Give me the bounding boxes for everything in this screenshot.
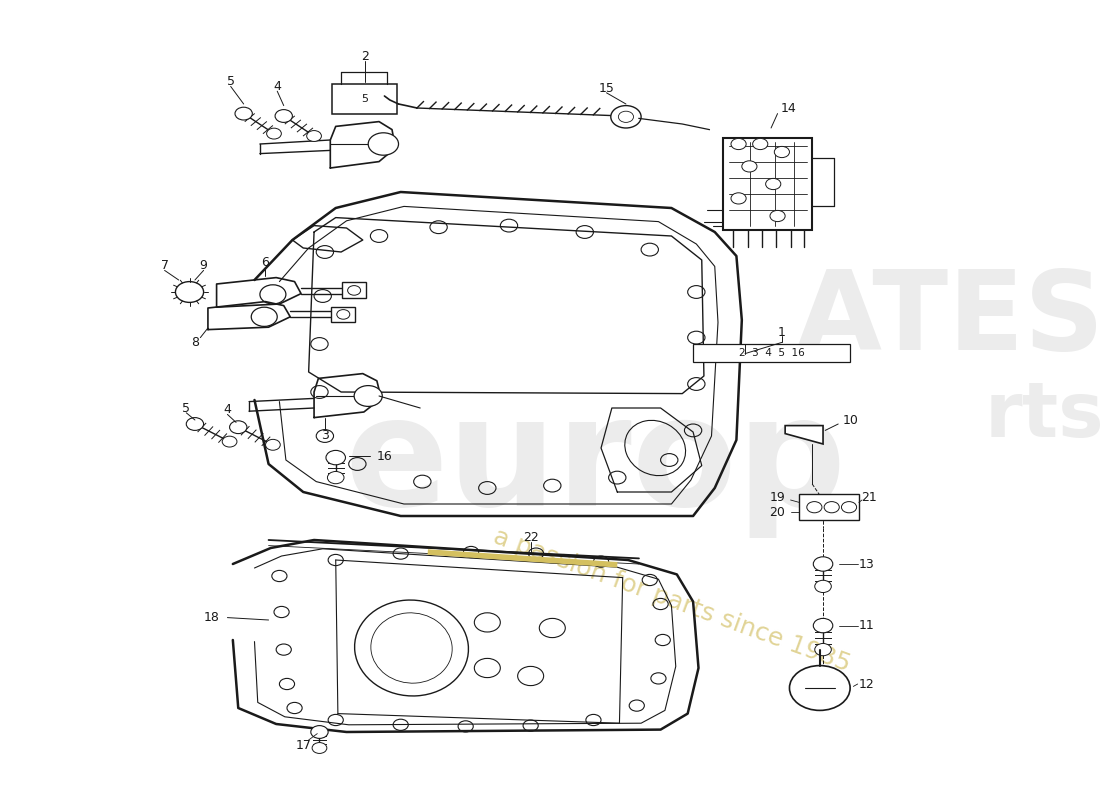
Circle shape — [813, 557, 833, 571]
Text: 12: 12 — [858, 678, 874, 690]
Text: 3: 3 — [321, 429, 329, 442]
Circle shape — [175, 282, 204, 302]
Text: 5: 5 — [362, 94, 369, 104]
Text: 7: 7 — [161, 259, 168, 272]
FancyBboxPatch shape — [724, 138, 812, 230]
Circle shape — [618, 111, 634, 122]
Text: 16: 16 — [376, 450, 393, 462]
Polygon shape — [785, 426, 823, 444]
Circle shape — [328, 471, 344, 484]
Circle shape — [312, 742, 327, 754]
Text: 5: 5 — [227, 75, 234, 88]
Circle shape — [741, 161, 757, 172]
Circle shape — [326, 450, 345, 465]
Text: 2  3  4  5  16: 2 3 4 5 16 — [739, 348, 804, 358]
Text: 20: 20 — [770, 506, 785, 518]
Circle shape — [732, 193, 746, 204]
Circle shape — [368, 133, 398, 155]
Text: europ: europ — [344, 390, 847, 538]
Circle shape — [251, 307, 277, 326]
Text: 8: 8 — [191, 336, 199, 349]
Text: 1: 1 — [778, 326, 785, 338]
FancyBboxPatch shape — [331, 307, 355, 322]
Circle shape — [275, 110, 293, 122]
Text: 5: 5 — [183, 402, 190, 414]
Text: 6: 6 — [262, 256, 270, 269]
Circle shape — [774, 146, 790, 158]
Text: 2: 2 — [361, 50, 368, 62]
Circle shape — [266, 128, 282, 139]
Circle shape — [752, 138, 768, 150]
Text: ATES: ATES — [795, 266, 1100, 374]
FancyBboxPatch shape — [693, 344, 850, 362]
Text: rts: rts — [984, 379, 1100, 453]
Circle shape — [222, 436, 236, 447]
Text: a passion for parts since 1985: a passion for parts since 1985 — [490, 524, 854, 676]
Circle shape — [815, 643, 832, 656]
FancyBboxPatch shape — [332, 84, 397, 114]
Circle shape — [770, 210, 785, 222]
Circle shape — [842, 502, 857, 513]
Circle shape — [307, 130, 321, 142]
Text: 11: 11 — [858, 619, 874, 632]
FancyBboxPatch shape — [800, 494, 859, 520]
Circle shape — [230, 421, 246, 434]
FancyBboxPatch shape — [342, 282, 366, 298]
Text: 14: 14 — [781, 102, 796, 114]
Circle shape — [265, 439, 280, 450]
Text: 22: 22 — [522, 531, 539, 544]
Text: 15: 15 — [598, 82, 615, 94]
Text: 19: 19 — [770, 491, 785, 504]
Circle shape — [732, 138, 746, 150]
Text: 4: 4 — [223, 403, 231, 416]
Circle shape — [337, 310, 350, 319]
Text: 21: 21 — [860, 491, 877, 504]
Circle shape — [806, 502, 822, 513]
Circle shape — [311, 726, 328, 738]
Circle shape — [824, 502, 839, 513]
Circle shape — [813, 618, 833, 633]
Circle shape — [260, 285, 286, 304]
Text: 9: 9 — [200, 259, 208, 272]
Text: 13: 13 — [858, 558, 874, 570]
Circle shape — [766, 178, 781, 190]
Text: 10: 10 — [843, 414, 858, 426]
Circle shape — [790, 666, 850, 710]
Text: 17: 17 — [295, 739, 311, 752]
Circle shape — [348, 286, 361, 295]
Circle shape — [610, 106, 641, 128]
Text: 4: 4 — [273, 80, 282, 93]
Circle shape — [235, 107, 252, 120]
Circle shape — [186, 418, 204, 430]
Text: 18: 18 — [204, 611, 219, 624]
Circle shape — [815, 580, 832, 593]
Circle shape — [354, 386, 383, 406]
